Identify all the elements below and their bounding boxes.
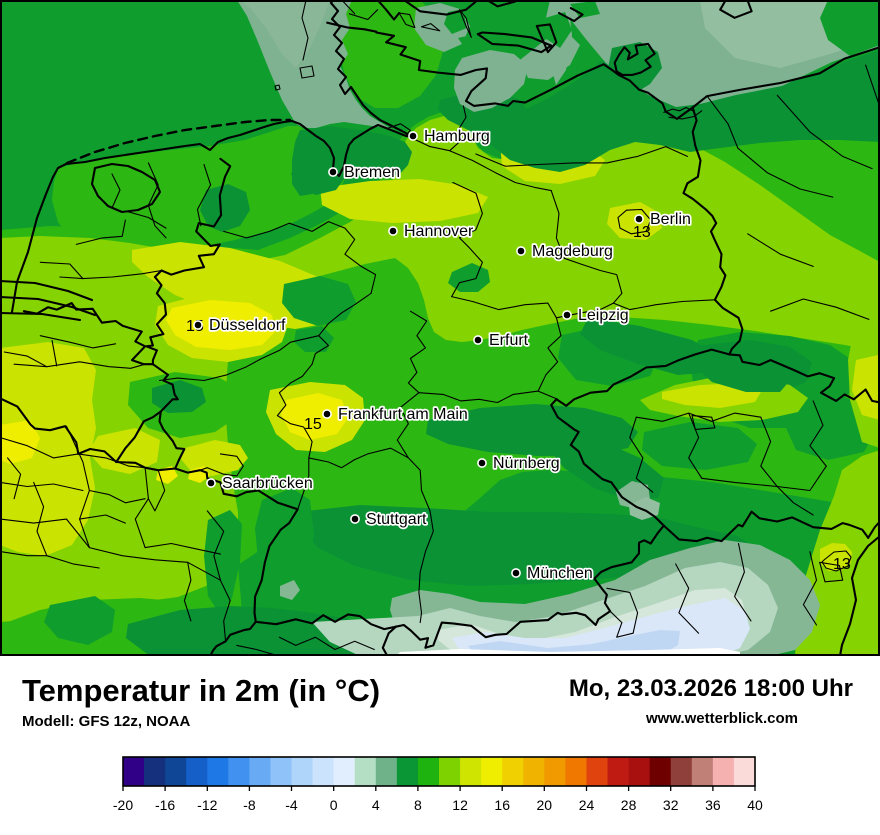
svg-text:-12: -12 bbox=[197, 797, 217, 813]
svg-text:32: 32 bbox=[663, 797, 679, 813]
svg-text:München: München bbox=[527, 565, 593, 582]
svg-text:15: 15 bbox=[304, 416, 322, 433]
svg-text:Düsseldorf: Düsseldorf bbox=[209, 317, 286, 334]
svg-text:20: 20 bbox=[537, 797, 553, 813]
svg-text:40: 40 bbox=[747, 797, 763, 813]
svg-text:Bremen: Bremen bbox=[344, 164, 400, 181]
svg-text:-4: -4 bbox=[285, 797, 298, 813]
svg-text:Mo, 23.03.2026 18:00 Uhr: Mo, 23.03.2026 18:00 Uhr bbox=[569, 675, 853, 702]
svg-text:Saarbrücken: Saarbrücken bbox=[222, 475, 313, 492]
svg-text:8: 8 bbox=[414, 797, 422, 813]
svg-text:13: 13 bbox=[833, 556, 851, 573]
svg-text:-8: -8 bbox=[243, 797, 256, 813]
svg-text:www.wetterblick.com: www.wetterblick.com bbox=[645, 710, 798, 727]
svg-text:24: 24 bbox=[579, 797, 595, 813]
svg-text:Leipzig: Leipzig bbox=[578, 307, 629, 324]
svg-text:Erfurt: Erfurt bbox=[489, 332, 529, 349]
svg-text:Modell: GFS 12z, NOAA: Modell: GFS 12z, NOAA bbox=[22, 713, 191, 730]
svg-text:Frankfurt am Main: Frankfurt am Main bbox=[338, 406, 468, 423]
svg-text:-20: -20 bbox=[113, 797, 133, 813]
svg-text:0: 0 bbox=[330, 797, 338, 813]
svg-text:-16: -16 bbox=[155, 797, 175, 813]
svg-text:Stuttgart: Stuttgart bbox=[366, 511, 427, 528]
svg-text:28: 28 bbox=[621, 797, 637, 813]
svg-text:Berlin: Berlin bbox=[650, 211, 691, 228]
svg-text:12: 12 bbox=[452, 797, 468, 813]
svg-text:Temperatur in 2m (in °C): Temperatur in 2m (in °C) bbox=[22, 673, 380, 708]
svg-text:4: 4 bbox=[372, 797, 380, 813]
svg-text:Magdeburg: Magdeburg bbox=[532, 243, 613, 260]
svg-text:Hamburg: Hamburg bbox=[424, 128, 490, 145]
svg-text:16: 16 bbox=[494, 797, 510, 813]
svg-text:13: 13 bbox=[633, 224, 651, 241]
svg-text:Hannover: Hannover bbox=[404, 223, 474, 240]
svg-text:Nürnberg: Nürnberg bbox=[493, 455, 560, 472]
svg-text:36: 36 bbox=[705, 797, 721, 813]
